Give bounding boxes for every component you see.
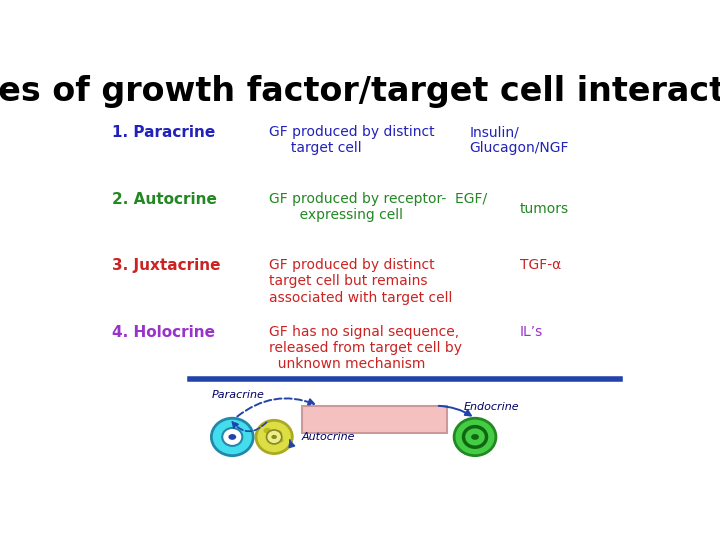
Ellipse shape	[222, 428, 243, 446]
Text: tumors: tumors	[520, 202, 569, 216]
Text: GF has no signal sequence,
released from target cell by
  unknown mechanism: GF has no signal sequence, released from…	[269, 325, 462, 371]
Text: 2. Autocrine: 2. Autocrine	[112, 192, 217, 207]
Circle shape	[278, 438, 284, 442]
Text: TGF-α: TGF-α	[520, 258, 561, 272]
Circle shape	[264, 428, 271, 434]
Text: GF produced by receptor-  EGF/
       expressing cell: GF produced by receptor- EGF/ expressing…	[269, 192, 487, 222]
Circle shape	[268, 438, 275, 443]
Text: Paracrine: Paracrine	[212, 389, 264, 400]
Text: Endocrine: Endocrine	[464, 402, 520, 412]
Ellipse shape	[464, 427, 487, 447]
Text: Types of growth factor/target cell interactions: Types of growth factor/target cell inter…	[0, 75, 720, 108]
Circle shape	[275, 430, 282, 435]
Text: 1. Paracrine: 1. Paracrine	[112, 125, 215, 140]
Text: IL’s: IL’s	[520, 325, 543, 339]
FancyBboxPatch shape	[302, 406, 447, 433]
Circle shape	[271, 435, 277, 439]
Text: Insulin/
Glucagon/NGF: Insulin/ Glucagon/NGF	[469, 125, 569, 156]
Text: 3. Juxtacrine: 3. Juxtacrine	[112, 258, 221, 273]
Text: GF produced by distinct
target cell but remains
associated with target cell: GF produced by distinct target cell but …	[269, 258, 452, 305]
Text: GF produced by distinct
     target cell: GF produced by distinct target cell	[269, 125, 434, 156]
Text: Autocrine: Autocrine	[302, 432, 355, 442]
Ellipse shape	[212, 418, 253, 456]
Ellipse shape	[266, 430, 282, 444]
Circle shape	[471, 434, 479, 440]
Circle shape	[228, 434, 236, 440]
Ellipse shape	[454, 418, 496, 456]
Text: 4. Holocrine: 4. Holocrine	[112, 325, 215, 340]
Ellipse shape	[256, 420, 292, 454]
